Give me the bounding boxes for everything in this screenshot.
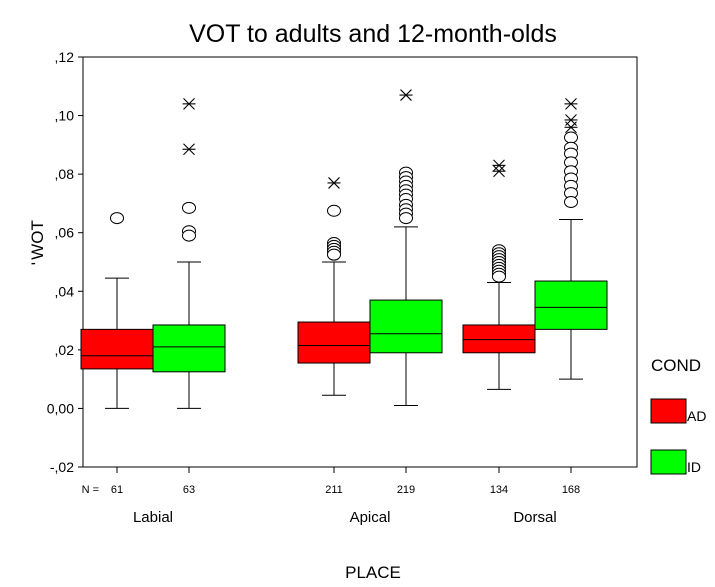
y-tick-label: ,10	[55, 108, 75, 124]
box-iqr	[534, 280, 608, 330]
legend-label-id: ID	[687, 459, 701, 475]
box-id-dorsal	[534, 97, 608, 380]
extreme-point	[564, 97, 578, 110]
box-iqr	[297, 321, 371, 364]
legend-swatch-id	[650, 449, 687, 475]
legend-swatch-ad	[650, 398, 687, 424]
n-label: N =	[82, 484, 99, 496]
chart-title: VOT to adults and 12-month-olds	[189, 20, 557, 48]
n-count-label: 134	[490, 484, 508, 496]
box-id-labial	[152, 97, 226, 409]
outlier-point	[564, 131, 578, 144]
extreme-point	[182, 97, 196, 110]
box-plots	[80, 89, 608, 409]
y-axis-label: ' WOT	[28, 220, 47, 265]
legend-label-ad: AD	[687, 408, 706, 424]
n-count-label: 211	[325, 484, 343, 496]
y-tick-label: ,06	[55, 225, 75, 241]
legend: COND AD ID	[650, 356, 706, 475]
y-tick-label: 0,00	[47, 400, 74, 416]
x-axis: N = 61 211 134 63 219 168 Labial Apical Dorsal	[82, 467, 580, 526]
y-axis-label-prefix: '	[28, 262, 47, 265]
n-count-label: 61	[111, 484, 123, 496]
category-label: Dorsal	[513, 509, 556, 526]
box-iqr	[462, 324, 536, 354]
extreme-point	[327, 177, 341, 189]
extreme-point	[492, 165, 506, 178]
extreme-point	[492, 159, 506, 172]
outlier-point	[399, 212, 413, 225]
box-iqr	[80, 328, 154, 370]
n-count-label: 63	[183, 484, 195, 496]
box-ad-apical	[297, 177, 371, 396]
n-count-label: 219	[397, 484, 415, 496]
y-tick-label: ,02	[55, 342, 75, 358]
outlier-point	[327, 204, 341, 217]
outlier-point	[182, 201, 196, 214]
y-tick-label: ,12	[55, 49, 75, 65]
n-count-label: 168	[562, 484, 580, 496]
category-label: Labial	[133, 509, 173, 526]
extreme-point	[564, 114, 578, 126]
outlier-point	[327, 248, 341, 261]
outlier-point	[110, 212, 124, 225]
outlier-point	[182, 229, 196, 242]
box-iqr	[369, 299, 443, 354]
legend-title: COND	[651, 356, 701, 375]
category-label: Apical	[350, 509, 391, 526]
extreme-point	[182, 143, 196, 156]
box-iqr	[152, 324, 226, 373]
outlier-point	[492, 270, 506, 283]
extreme-point	[399, 89, 413, 101]
box-ad-dorsal	[462, 159, 536, 390]
y-tick-label: -,02	[50, 459, 74, 475]
y-axis: ,12 ,10 ,08 ,06 ,04 ,02 0,00 -,02	[47, 49, 83, 475]
x-axis-label: PLACE	[345, 563, 401, 582]
y-tick-label: ,04	[55, 283, 75, 299]
box-ad-labial	[80, 212, 154, 409]
outlier-point	[564, 195, 578, 208]
y-axis-label-text: WOT	[28, 220, 47, 260]
extreme-point	[564, 121, 578, 134]
y-tick-label: ,08	[55, 166, 75, 182]
box-id-apical	[369, 89, 443, 406]
plot-frame	[82, 56, 638, 468]
